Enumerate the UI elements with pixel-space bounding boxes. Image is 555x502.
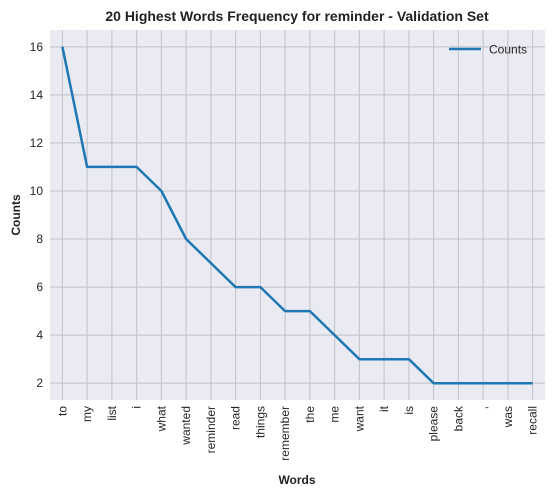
x-tick-label: reminder <box>204 406 218 453</box>
x-tick-label: recall <box>526 406 540 435</box>
x-tick-label: my <box>80 406 94 422</box>
y-tick-label: 12 <box>30 136 44 150</box>
chart-title: 20 Highest Words Frequency for reminder … <box>105 8 489 24</box>
x-tick-label: i <box>130 406 144 409</box>
x-tick-label: wanted <box>179 406 193 446</box>
x-tick-label: it <box>377 405 391 412</box>
x-tick-label: back <box>451 405 465 431</box>
y-tick-label: 10 <box>30 184 44 198</box>
plot-area <box>50 30 545 400</box>
x-tick-label: was <box>501 406 515 428</box>
y-tick-label: 8 <box>36 232 43 246</box>
x-tick-label: list <box>105 405 119 420</box>
series-layer <box>61 46 533 385</box>
x-tick-label: things <box>253 406 267 438</box>
legend: Counts <box>449 43 527 57</box>
x-tick-label: read <box>229 406 243 430</box>
x-axis-label: Words <box>278 473 315 487</box>
x-tick-label: remember <box>278 406 292 461</box>
y-tick-label: 16 <box>30 40 44 54</box>
x-axis-ticks: to my list i what wanted reminder read things rem… <box>55 405 539 461</box>
x-tick-label: what <box>154 405 168 432</box>
series-line-counts <box>61 46 533 385</box>
x-tick-label: , <box>476 406 490 409</box>
y-tick-label: 4 <box>36 328 43 342</box>
x-tick-label: to <box>55 406 69 416</box>
y-tick-label: 6 <box>36 280 43 294</box>
grid <box>50 30 545 400</box>
x-tick-label: want <box>352 405 366 432</box>
y-axis-label: Counts <box>9 194 23 236</box>
x-tick-label: the <box>303 406 317 423</box>
x-tick-label: me <box>328 406 342 423</box>
legend-label: Counts <box>489 43 527 57</box>
y-tick-label: 14 <box>30 88 44 102</box>
x-tick-label: is <box>402 406 416 415</box>
y-tick-label: 2 <box>36 376 43 390</box>
x-tick-label: please <box>427 406 441 442</box>
y-axis-ticks: 2 4 6 8 10 12 14 16 <box>30 40 44 390</box>
